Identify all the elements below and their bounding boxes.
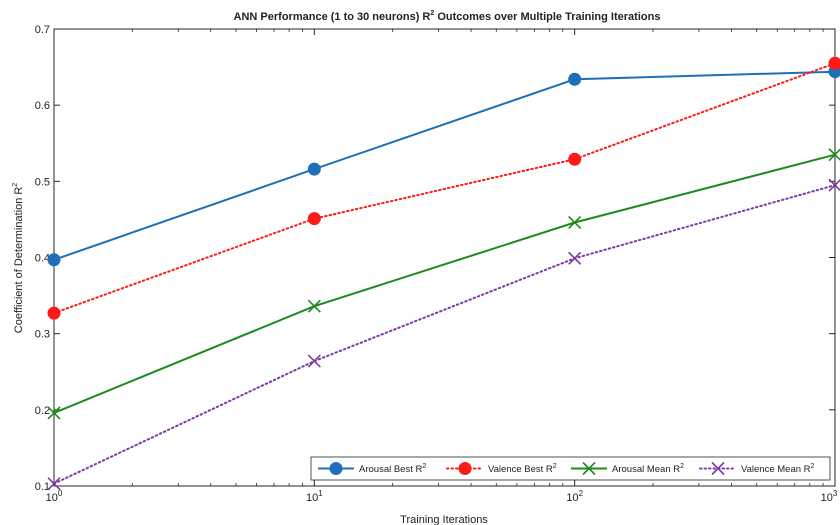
data-point [568,215,582,230]
legend-label: Valence Mean R2 [741,463,815,475]
data-point [711,461,725,476]
x-tick-label: 102 [566,489,583,504]
y-axis-label-main: Coefficient of Determination R [13,187,25,334]
data-point [828,56,840,70]
y-axis-label-sup: 2 [12,183,19,187]
plot-area [53,28,836,487]
y-tick-label: 0.5 [35,176,50,188]
x-tick-label: 103 [821,489,838,504]
data-point [329,462,343,475]
data-point [47,406,61,420]
series-layer [47,56,840,491]
y-tick-label: 0.4 [35,253,50,265]
legend-entry-4: Valence Mean R2 [699,461,815,476]
series-line [53,184,836,485]
x-tick-label: 100 [46,489,63,504]
series-line [53,70,836,261]
chart-title-sup: 2 [430,10,434,17]
y-axis: 0.1 0.2 0.3 0.4 0.5 0.6 0.7 [35,24,835,493]
legend-box [310,456,831,481]
data-point [47,306,61,320]
data-point [47,477,61,491]
y-axis-label: Coefficient of Determination R2 [12,183,25,334]
y-tick-label: 0.2 [35,405,50,417]
legend-entry-1: Arousal Best R2 [318,462,426,475]
data-point [582,461,596,476]
y-tick-label: 0.7 [35,24,50,36]
y-tick-label: 0.1 [35,481,50,493]
series-2 [47,56,840,320]
data-point [568,152,582,166]
legend: Arousal Best R2 Valence Best R2 Arousal Me… [310,456,831,481]
chart-title-main: ANN Performance (1 to 30 neurons) R [234,11,431,23]
legend-label: Valence Best R2 [488,463,557,475]
data-point [307,162,321,176]
legend-entry-2: Valence Best R2 [446,462,557,475]
series-line [53,62,836,315]
x-axis-label: Training Iterations [400,514,488,525]
legend-label: Arousal Mean R2 [612,463,684,475]
chart-title-tail: Outcomes over Multiple Training Iteratio… [434,11,660,23]
chart-title: ANN Performance (1 to 30 neurons) R2 Out… [234,10,661,23]
data-point [307,354,321,368]
x-tick-label: 101 [306,489,323,504]
data-point [568,72,582,86]
data-point [307,299,321,313]
series-4 [47,178,840,491]
data-point [828,148,840,162]
data-point [47,253,61,267]
data-point [458,462,472,475]
series-3 [47,148,840,420]
data-point [307,212,321,226]
data-point [568,251,582,265]
data-point [828,178,840,192]
legend-label: Arousal Best R2 [359,463,426,475]
y-tick-label: 0.6 [35,100,50,112]
legend-entry-3: Arousal Mean R2 [571,461,684,476]
series-line [53,153,836,414]
y-tick-label: 0.3 [35,329,50,341]
